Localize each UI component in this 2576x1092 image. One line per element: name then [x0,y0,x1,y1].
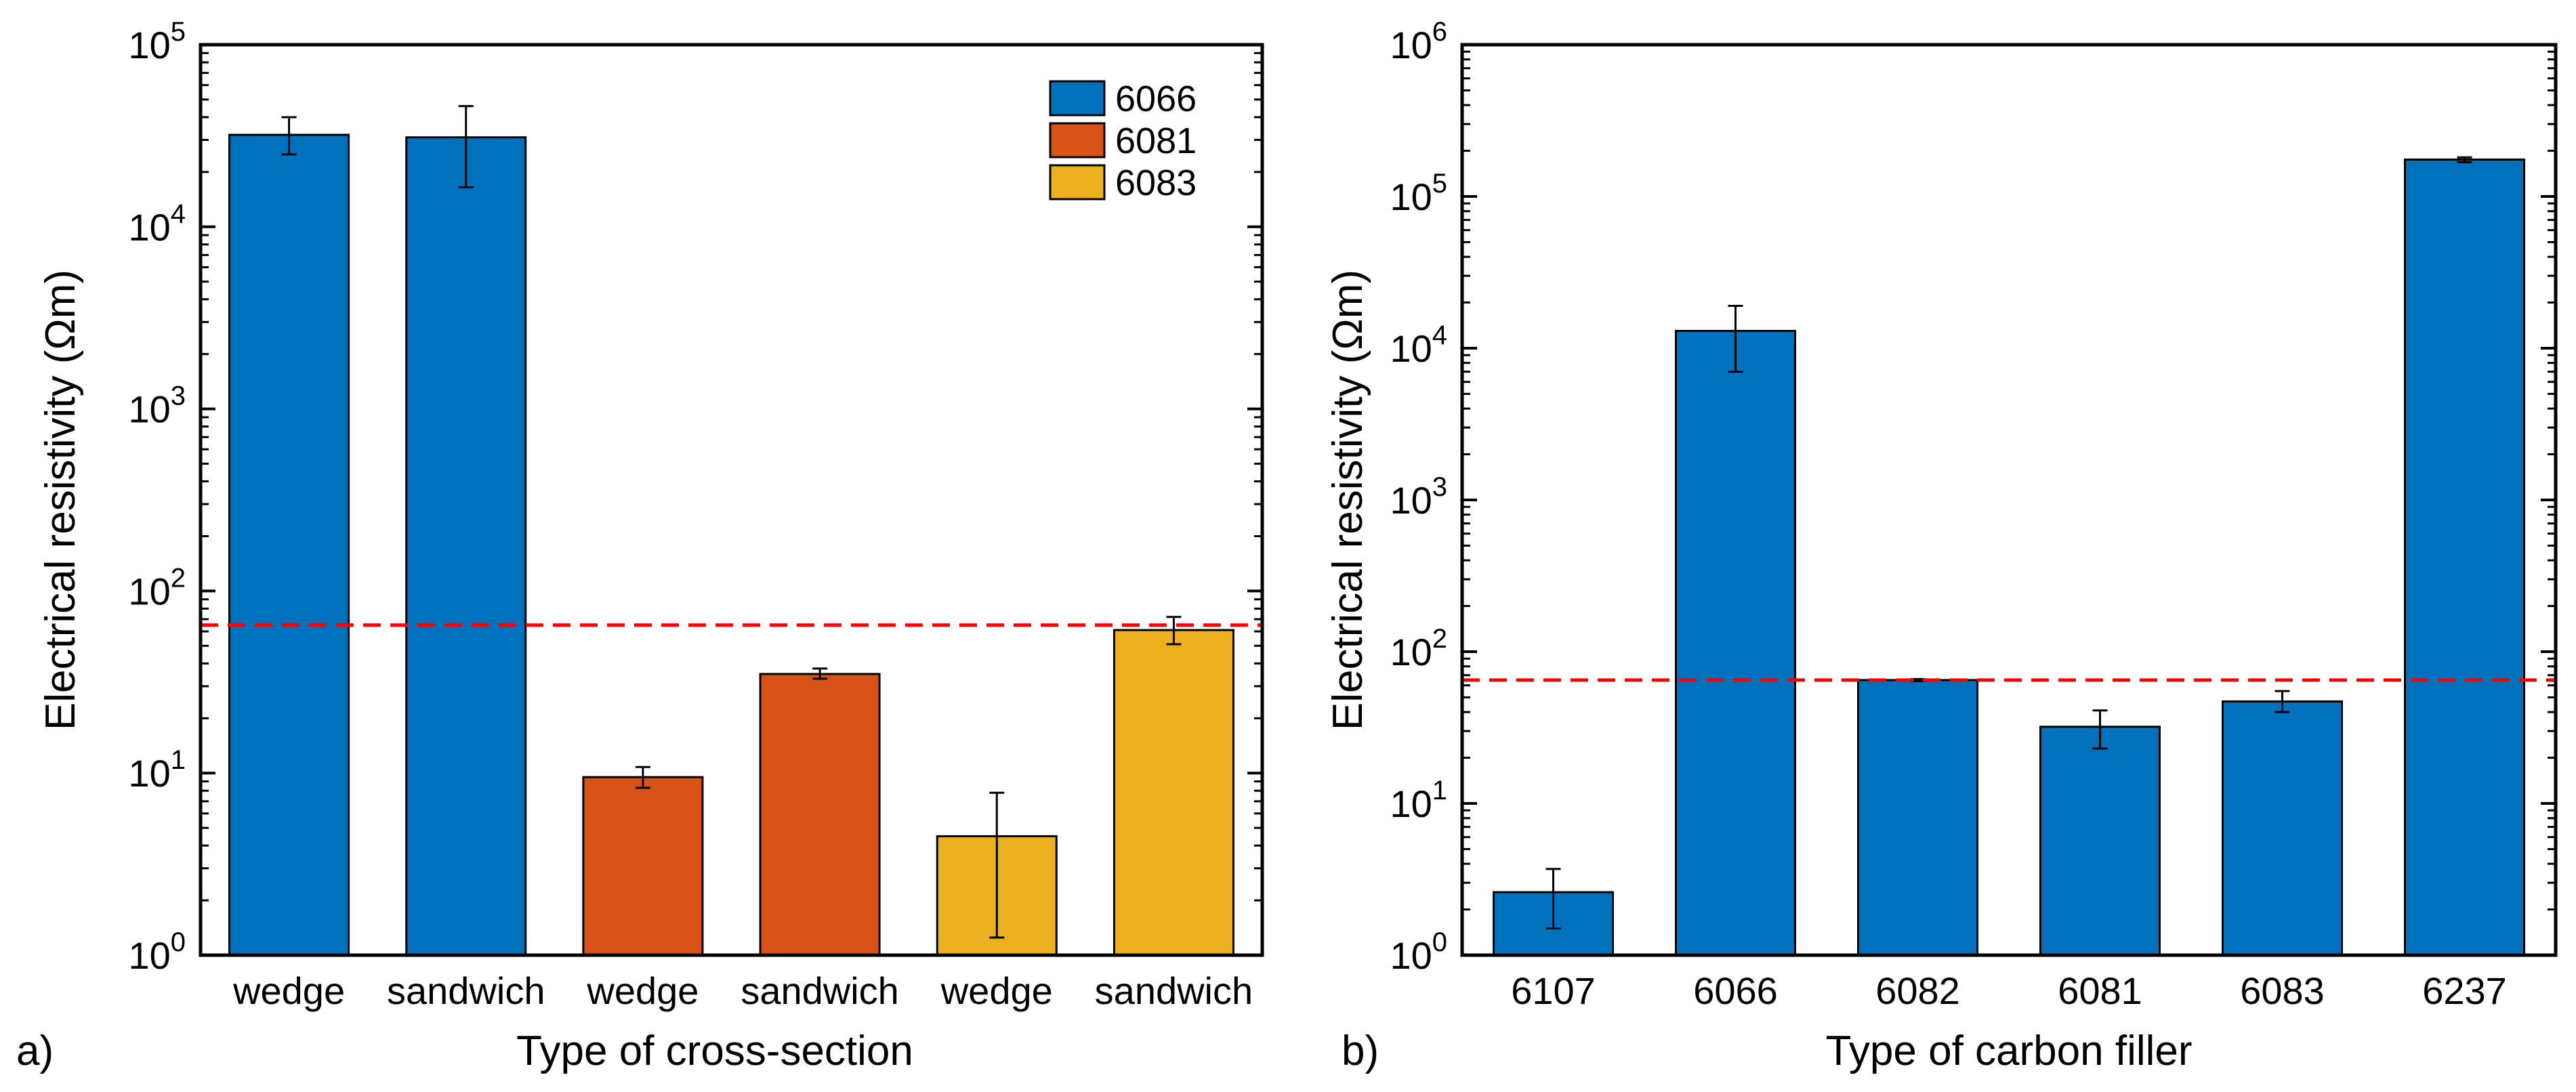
legend-swatch-6083 [1049,164,1106,201]
panel-b-ytick-label: 104 [1390,320,1447,370]
panel-a-bars [228,133,1234,957]
panel-b-bars [1493,159,2525,957]
panel-b-ytick-label: 106 [1390,17,1447,66]
panel-b-xtick-label: 6066 [1693,969,1778,1012]
panel-b-xtick-label: 6107 [1511,969,1596,1012]
panel-b-letter: b) [1342,1028,1379,1074]
panel-a: 100 101 102 103 104 105 wedge sandwich wedge san… [16,17,1264,1074]
panel-a-bar [405,136,527,957]
panel-b-bar [2222,700,2343,957]
panel-b-errorbars [1545,156,2472,930]
panel-b-ylabel: Electrical resistivity (Ωm) [1325,270,1371,730]
panel-b-xtick-label: 6237 [2422,969,2507,1012]
panel-a-xtick-label: sandwich [741,969,898,1012]
legend-label-6081: 6081 [1115,121,1197,161]
panel-a-xlabel: Type of cross-section [516,1028,913,1074]
panel-a-xtick-label: sandwich [387,969,545,1012]
legend-swatch-6081 [1049,122,1106,159]
legend-label-6083: 6083 [1115,163,1197,203]
legend-label-6066: 6066 [1115,79,1197,119]
panel-a-bar [582,776,704,957]
panel-a-ylabel: Electrical resistivity (Ωm) [37,270,84,730]
panel-b-ytick-label: 102 [1390,624,1447,673]
panel-a-frame [199,43,1264,957]
panel-b-ticks [1462,43,2556,957]
panel-b-xtick-label: 6082 [1875,969,1960,1012]
panel-b-xlabel: Type of carbon filler [1825,1028,2192,1074]
panel-a-xtick-labels: wedge sandwich wedge sandwich wedge sandwich [232,969,1253,1012]
panel-b-xtick-labels: 6107 6066 6082 6081 6083 6237 [1511,969,2507,1012]
panel-a-xtick-label: wedge [586,969,699,1012]
panel-a-ytick-label: 104 [128,199,186,249]
panel-b-ytick-label: 101 [1390,776,1447,825]
panel-b-bar [1675,329,1796,957]
panel-a-ticks [201,43,1262,957]
panel-a-letter: a) [16,1028,54,1074]
panel-a-errorbars [281,105,1182,939]
panel-a-ytick-label: 105 [128,17,186,66]
panel-b-bar [2039,726,2161,957]
panel-a-ytick-label: 101 [128,745,186,795]
panel-a-bar [228,133,350,957]
panel-b: 100 101 102 103 104 105 106 6107 6066 6082 6081 60… [1325,17,2558,1074]
panel-a-ytick-label: 103 [128,381,186,431]
panel-a-ytick-label: 100 [128,927,186,977]
panel-b-ytick-label: 100 [1390,927,1447,977]
panel-b-ytick-label: 103 [1390,472,1447,522]
panel-b-frame [1460,43,2558,957]
panel-b-bar [2404,159,2525,957]
panel-a-legend: 6066 6081 6083 [1030,68,1247,210]
legend-swatch-6066 [1049,80,1106,117]
panel-b-xtick-label: 6081 [2058,969,2142,1012]
panel-b-bar [1857,679,1978,957]
panel-a-ytick-label: 102 [128,563,186,612]
panel-a-bar [1113,629,1234,957]
panel-a-ytick-labels: 100 101 102 103 104 105 [128,17,186,977]
panel-a-bar [759,673,881,957]
panel-a-xtick-label: sandwich [1095,969,1253,1012]
panel-b-ytick-labels: 100 101 102 103 104 105 106 [1390,17,1447,977]
panel-a-xtick-label: wedge [940,969,1053,1012]
panel-a-xtick-label: wedge [232,969,345,1012]
panel-b-ytick-label: 105 [1390,169,1447,218]
panel-b-xtick-label: 6083 [2240,969,2325,1012]
